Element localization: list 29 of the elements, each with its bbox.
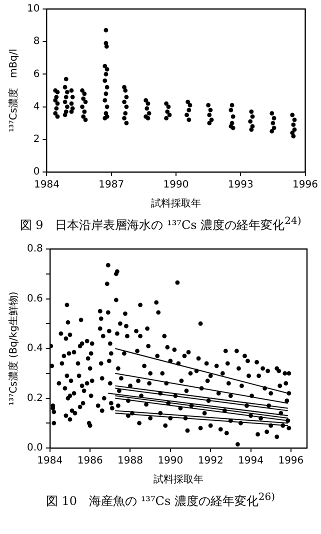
x-tick-label: 1986: [77, 456, 103, 467]
x-tick-label: 1990: [163, 180, 189, 191]
x-tick-label: 1996: [278, 456, 304, 467]
text: 図 10 海産魚の ¹³⁷Cs 濃度の経年変化$^{26)}$: [44, 492, 276, 510]
y-tick-label: 0.4: [26, 343, 43, 354]
y-axis-title: ¹³⁷Cs濃度 mBq/l: [8, 48, 20, 132]
y-tick-label: 0.8: [26, 244, 43, 255]
y-tick-label: 4: [33, 101, 40, 112]
x-tick-label: 1994: [238, 456, 264, 467]
y-tick-label: 10: [26, 4, 40, 15]
x-axis-title: 試料採取年: [153, 474, 204, 486]
x-tick-label: 1984: [34, 180, 60, 191]
y-axis-title: ¹³⁷Cs濃度 (Bq/kg生鮮物): [8, 291, 20, 406]
y-tick-label: 0.6: [26, 293, 43, 304]
x-tick-label: 1988: [118, 456, 143, 467]
x-tick-label: 1996: [292, 180, 318, 191]
y-tick-label: 6: [33, 68, 40, 80]
y-tick-label: 8: [33, 36, 40, 48]
y-tick-label: 2: [33, 134, 40, 145]
text: 図 9 日本沿岸表層海水の ¹³⁷Cs 濃度の経年変化$^{24)}$: [18, 216, 302, 234]
y-tick-label: 0.2: [26, 392, 43, 404]
x-axis-title: 試料採取年: [151, 198, 201, 210]
x-tick-label: 1990: [158, 456, 184, 467]
x-tick-label: 1993: [228, 180, 254, 191]
y-tick-label: 0: [33, 166, 40, 178]
x-tick-label: 1984: [37, 456, 63, 467]
x-tick-label: 1987: [98, 180, 124, 191]
x-tick-label: 1992: [198, 456, 224, 467]
y-tick-label: 0.0: [26, 442, 43, 454]
